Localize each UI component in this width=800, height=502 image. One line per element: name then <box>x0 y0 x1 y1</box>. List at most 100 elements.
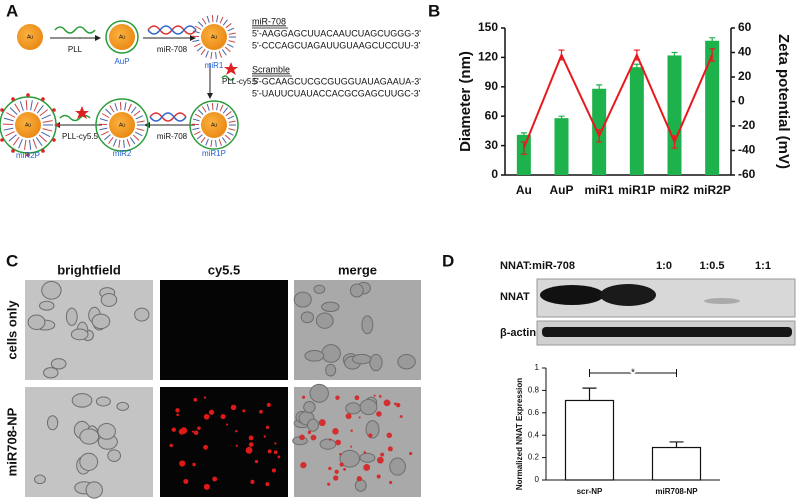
fluorescence <box>208 409 215 415</box>
rna <box>147 25 197 35</box>
rna-coat <box>124 102 127 111</box>
rna-coat <box>206 15 210 23</box>
fluorescence <box>373 394 376 397</box>
rna-coat <box>201 106 207 113</box>
y-tick-label: 0.8 <box>528 386 540 395</box>
cell <box>325 363 337 377</box>
rna-coat <box>132 134 140 141</box>
cell <box>293 291 312 308</box>
rna-coat <box>136 128 145 132</box>
x-tick-label: miR2P <box>693 183 730 197</box>
western-blot: NNAT:miR-708 1:0 1:0.5 1:1 NNAT β-actin <box>500 260 796 346</box>
cell <box>339 449 361 468</box>
fluorescence <box>376 411 382 417</box>
y2-tick-label: 60 <box>738 20 752 34</box>
micrographs: brightfield cy5.5 merge cells only miR708-NP <box>4 262 421 499</box>
fluorescence <box>266 402 271 407</box>
rna-coat <box>35 137 43 147</box>
band-label: β-actin <box>500 327 536 339</box>
rna-coat <box>218 138 222 146</box>
band <box>704 298 740 304</box>
fluorescence <box>356 476 363 482</box>
fluorescence <box>333 475 339 481</box>
row-header: miR708-NP <box>4 407 19 476</box>
y-tick-label: 90 <box>485 79 499 93</box>
rna-coat <box>6 112 16 118</box>
y-tick-label: 0.6 <box>528 408 540 417</box>
x-tick-label: Au <box>516 183 532 197</box>
rna-coat <box>224 134 231 141</box>
cell <box>71 393 93 408</box>
fluorescence <box>334 469 339 474</box>
fluorescence <box>376 474 381 479</box>
y2-tick-label: -20 <box>738 118 756 132</box>
error-bar <box>671 135 678 149</box>
fluorescence <box>235 429 238 433</box>
chart-b: 0 30 60 90 120 150 -60 -40 -20 0 20 40 60 Diameter (n… <box>457 20 792 197</box>
rna-coat <box>123 139 125 148</box>
fluorescence <box>354 395 360 401</box>
fluorescence <box>193 430 199 436</box>
rna-coat <box>101 131 109 136</box>
error-bar <box>709 37 716 45</box>
rna-coat <box>228 120 236 123</box>
bar <box>629 67 644 175</box>
cell <box>79 428 100 445</box>
fluorescence <box>302 395 306 399</box>
fluorescence <box>350 445 353 448</box>
fluorescence <box>220 414 226 420</box>
y-axis-title: Normalized NNAT Expression <box>515 378 524 490</box>
rna-coat <box>101 113 110 118</box>
fluorescence <box>203 444 209 450</box>
reagent-label: miR-708 <box>157 45 188 54</box>
rna-coat <box>215 51 217 59</box>
line <box>522 52 714 149</box>
cell <box>365 420 380 439</box>
x-tick-label: miR1P <box>618 183 655 197</box>
bar <box>651 446 702 481</box>
rna-coat <box>104 134 111 141</box>
micrograph <box>160 387 288 497</box>
sequence: 5'-AAGGAGCUUACAAUCUAGCUGGG-3' <box>252 28 421 38</box>
y-axis-title: Diameter (nm) <box>457 51 474 152</box>
rna-coat <box>205 138 209 146</box>
fluorescence <box>335 395 340 400</box>
sequence-title: miR-708 <box>252 16 286 26</box>
cell <box>352 353 372 365</box>
cell <box>39 300 55 311</box>
rna-coat <box>127 103 132 112</box>
fluorescence <box>299 434 305 441</box>
cell <box>65 307 78 326</box>
cell <box>313 284 326 294</box>
rna-coat <box>205 50 209 58</box>
fluorescence <box>274 442 277 445</box>
rna-coat <box>206 103 210 111</box>
fluorescence <box>242 409 246 413</box>
x-tick-label: miR2 <box>660 183 690 197</box>
rna-coat <box>228 128 236 131</box>
rna-coat <box>196 46 203 52</box>
y-tick-label: 150 <box>478 20 498 34</box>
fluorescence <box>267 449 272 454</box>
fluorescence <box>408 451 413 456</box>
rna-coat <box>225 23 232 29</box>
polymer-shell <box>105 20 139 54</box>
cell <box>321 344 341 363</box>
rna-coat <box>99 118 108 122</box>
rna-coat <box>227 115 235 120</box>
cell <box>361 315 374 335</box>
rna-coat <box>3 127 14 131</box>
gold-core <box>109 24 135 50</box>
panel-label: B <box>428 1 440 20</box>
rna-coat <box>9 107 18 115</box>
dye <box>41 97 45 101</box>
y-tick-label: 0 <box>491 167 498 181</box>
y2-axis-title: Zeta potential (mV) <box>775 34 792 169</box>
error-bar <box>633 63 640 71</box>
fluorescence <box>350 429 353 432</box>
x-tick-label: AuP <box>550 183 574 197</box>
rna-coat <box>105 108 112 115</box>
reagent-label: miR-708 <box>157 132 188 141</box>
cell <box>354 479 367 492</box>
